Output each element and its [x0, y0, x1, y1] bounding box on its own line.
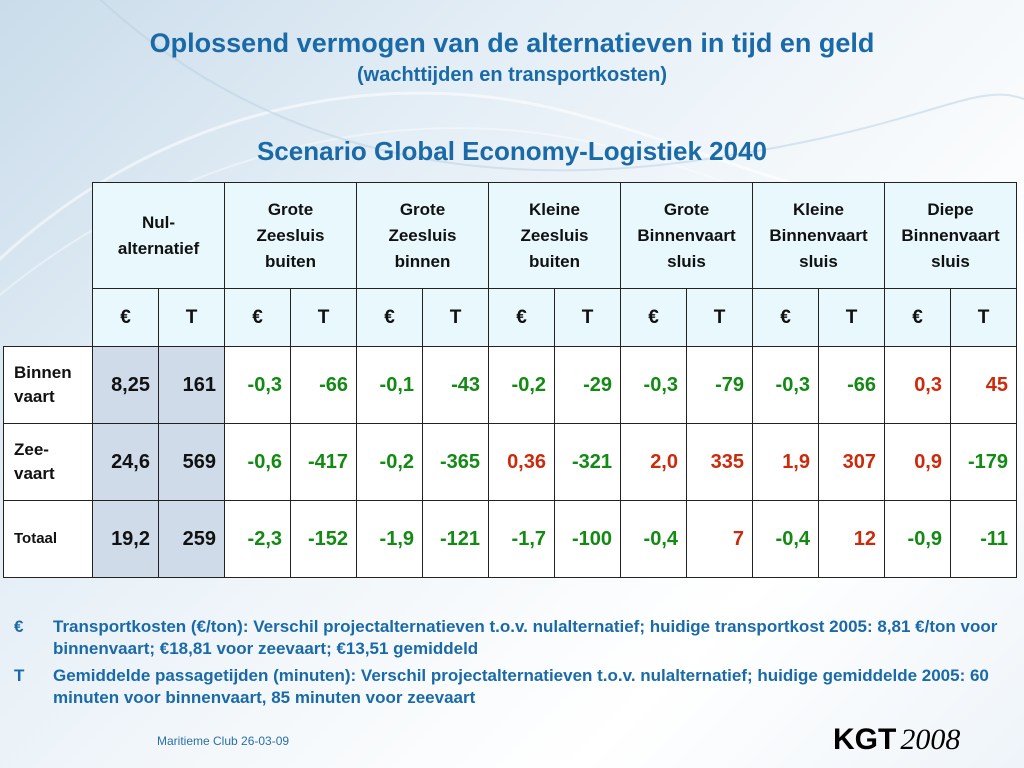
- table-cell: -11: [950, 500, 1017, 578]
- table-row: Binnen vaart 8,25 161 -0,3 -66 -0,1 -43 -0,2 -29-…: [3, 346, 1017, 424]
- table-cell: 7: [686, 500, 753, 578]
- unit-time-header: T: [290, 288, 357, 347]
- unit-time-header: T: [422, 288, 489, 347]
- table-cell: -121: [422, 500, 489, 578]
- table-cell: -79: [686, 346, 753, 424]
- table-cell: 161: [158, 346, 225, 424]
- table-cell: -0,9: [884, 500, 951, 578]
- table-cell: -66: [290, 346, 357, 424]
- note-text: Transportkosten (€/ton): Verschil projec…: [53, 617, 998, 658]
- table-cell: 335: [686, 423, 753, 501]
- table-cell: -0,2: [356, 423, 423, 501]
- table-cell: -179: [950, 423, 1017, 501]
- kgt-logo: KGT 2008: [833, 723, 960, 757]
- unit-euro-header: €: [356, 288, 423, 347]
- table-cell: 2,0: [620, 423, 687, 501]
- unit-euro-header: €: [752, 288, 819, 347]
- table-row: Zee-vaart 24,6 569 -0,6 -417 -0,2 -365 0,36 -321…: [3, 423, 1017, 501]
- table-cell: -365: [422, 423, 489, 501]
- table-cell: 569: [158, 423, 225, 501]
- table-cell: -0,2: [488, 346, 555, 424]
- page-title: Oplossend vermogen van de alternatieven …: [149, 28, 875, 58]
- table-cell: -1,9: [356, 500, 423, 578]
- table-cell: 1,9: [752, 423, 819, 501]
- table-cell: 45: [950, 346, 1017, 424]
- footer-text: Maritieme Club 26-03-09: [157, 734, 290, 748]
- column-group-header: Nul-alternatief: [92, 182, 225, 289]
- column-group-header: Diepe Binnenvaart sluis: [884, 182, 1017, 289]
- table-cell: -2,3: [224, 500, 291, 578]
- table-cell: 12: [818, 500, 885, 578]
- row-label: Binnen vaart: [3, 346, 93, 424]
- column-group-header: Grote Zeesluis binnen: [356, 182, 489, 289]
- corner-cell: [4, 289, 93, 347]
- table-cell: -417: [290, 423, 357, 501]
- table-cell: -1,7: [488, 500, 555, 578]
- table-cell: 0,36: [488, 423, 555, 501]
- unit-euro-header: €: [488, 288, 555, 347]
- logo-name: KGT: [833, 723, 897, 756]
- table-cell: 24,6: [92, 423, 159, 501]
- results-table: Nul-alternatief Grote Zeesluis buiten Grote Z…: [3, 182, 1017, 578]
- column-group-header: Grote Zeesluis buiten: [224, 182, 357, 289]
- table-cell: -0,3: [224, 346, 291, 424]
- table-cell: -0,6: [224, 423, 291, 501]
- unit-euro-header: €: [884, 288, 951, 347]
- unit-time-header: T: [158, 288, 225, 347]
- scenario-title: Scenario Global Economy-Logistiek 2040: [256, 136, 768, 166]
- header-row-groups: Nul-alternatief Grote Zeesluis buiten Grote Z…: [4, 182, 1017, 289]
- table-cell: -321: [554, 423, 621, 501]
- note-symbol: T: [14, 666, 25, 685]
- table-cell: 0,9: [884, 423, 951, 501]
- unit-time-header: T: [950, 288, 1017, 347]
- table-cell: -0,4: [620, 500, 687, 578]
- table-cell: 0,3: [884, 346, 951, 424]
- page-subtitle: (wachttijden en transportkosten): [356, 64, 668, 86]
- table-cell: -0,3: [620, 346, 687, 424]
- header-row-units: € T € T € T € T € T € T € T: [4, 288, 1017, 347]
- note-symbol: €: [14, 617, 24, 636]
- table-cell: -29: [554, 346, 621, 424]
- note-transport-cost: € Transportkosten (€/ton): Verschil proj…: [14, 616, 1014, 660]
- column-group-header: Kleine Binnenvaart sluis: [752, 182, 885, 289]
- table-cell: 8,25: [92, 346, 159, 424]
- column-group-header: Kleine Zeesluis buiten: [488, 182, 621, 289]
- unit-euro-header: €: [92, 288, 159, 347]
- table-cell: -0,3: [752, 346, 819, 424]
- table-cell: -100: [554, 500, 621, 578]
- table-cell: 259: [158, 500, 225, 578]
- unit-euro-header: €: [620, 288, 687, 347]
- table-cell: -0,4: [752, 500, 819, 578]
- table-cell: -0,1: [356, 346, 423, 424]
- logo-year: 2008: [900, 723, 961, 756]
- row-label: Totaal: [3, 500, 93, 578]
- note-passage-time: T Gemiddelde passagetijden (minuten): Ve…: [14, 665, 1014, 709]
- row-label: Zee-vaart: [3, 423, 93, 501]
- column-group-header: Grote Binnenvaart sluis: [620, 182, 753, 289]
- table-cell: -66: [818, 346, 885, 424]
- corner-cell: [4, 183, 93, 289]
- table-cell: -152: [290, 500, 357, 578]
- unit-euro-header: €: [224, 288, 291, 347]
- unit-time-header: T: [686, 288, 753, 347]
- table-cell: 19,2: [92, 500, 159, 578]
- unit-time-header: T: [818, 288, 885, 347]
- note-text: Gemiddelde passagetijden (minuten): Vers…: [53, 666, 989, 707]
- table-cell: -43: [422, 346, 489, 424]
- table-row: Totaal 19,2 259 -2,3 -152 -1,9 -121 -1,7 -100 -0,…: [3, 500, 1017, 578]
- footnotes: € Transportkosten (€/ton): Verschil proj…: [14, 616, 1014, 714]
- unit-time-header: T: [554, 288, 621, 347]
- table-cell: 307: [818, 423, 885, 501]
